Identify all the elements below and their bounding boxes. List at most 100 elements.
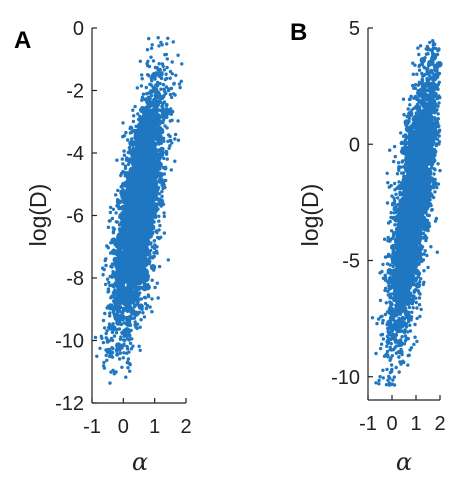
panel-a-point [125, 244, 133, 252]
panel-a-point [130, 137, 134, 141]
panel-a-point [143, 136, 150, 143]
panel-a-point [142, 315, 147, 319]
panel-a-point [173, 137, 177, 141]
panel-a-point [155, 66, 159, 70]
panel-a-point [119, 173, 123, 178]
panel-a-point [122, 153, 127, 157]
panel-a-point [133, 320, 137, 324]
panel-a-point [169, 107, 173, 111]
panel-a-point [148, 256, 153, 260]
panel-a-point [123, 327, 131, 334]
panel-a-point [113, 296, 117, 300]
panel-b-point [408, 323, 412, 327]
panel-a-point [128, 337, 132, 341]
panel-b-point [402, 329, 406, 334]
panel-a-point [125, 207, 132, 214]
panel-b-point [397, 370, 401, 374]
panel-a-point [166, 258, 170, 262]
panel-a-point [137, 344, 141, 348]
panel-a-point [132, 310, 140, 317]
panel-a-y-tick-label: -4 [66, 143, 84, 165]
panel-a-point [131, 119, 136, 124]
panel-a-point [101, 273, 105, 277]
panel-a-point [104, 331, 108, 336]
panel-a-point [148, 160, 155, 168]
panel-a-point [152, 251, 157, 255]
panel-a-point [110, 338, 115, 343]
panel-a-point [151, 71, 158, 79]
panel-a-point [157, 73, 162, 78]
panel-a-point [176, 53, 180, 57]
panel-a-point [176, 119, 180, 123]
panel-a-point [139, 318, 143, 322]
panel-a-point [105, 337, 109, 341]
panel-b-point [391, 378, 395, 382]
panel-a-point [128, 341, 133, 345]
panel-a-point [120, 365, 124, 369]
panel-a-point [120, 185, 124, 189]
panel-a-point [173, 93, 177, 97]
panel-a-point [178, 85, 182, 90]
panel-a-x-tick-label: 2 [180, 416, 191, 438]
panel-a-y-label: log(D) [25, 184, 51, 247]
panel-a-point [149, 55, 153, 59]
panel-a-point [106, 290, 110, 294]
panel-b-point [436, 112, 440, 116]
panel-a-point [145, 99, 153, 107]
panel-a-point [115, 327, 119, 332]
panel-a-point [115, 158, 119, 162]
panel-a-point [125, 360, 130, 364]
panel-a-point [107, 324, 114, 331]
panel-a-point [125, 347, 130, 351]
panel-a-point [112, 227, 117, 231]
panel-a-point [166, 133, 171, 137]
panel-a-point [111, 322, 115, 326]
panel-a-point [108, 210, 113, 215]
panel-a-point [160, 194, 164, 198]
panel-a-point [115, 353, 119, 357]
panel-a-point [155, 281, 159, 285]
panel-a-point [162, 231, 167, 235]
panel-b-point [381, 337, 386, 341]
panel-b-point [423, 249, 427, 253]
panel-a-point [147, 64, 152, 69]
panel-a-point [141, 311, 145, 315]
panel-b-point [393, 223, 397, 227]
panel-a-point [138, 59, 142, 63]
panel-a-point [110, 265, 114, 269]
panel-b-point [414, 300, 418, 305]
panel-a-point [165, 65, 169, 70]
panel-a-point [132, 251, 139, 259]
panel-b-point [389, 183, 393, 188]
panel-a-point [126, 366, 130, 370]
panel-a-points [93, 36, 184, 385]
panel-a-point [162, 214, 166, 219]
panel-a-point [164, 166, 168, 171]
panel-b-point [396, 196, 400, 200]
panel-a-point [105, 329, 109, 333]
panel-a-point [106, 304, 111, 308]
panel-b-point [377, 382, 381, 386]
panel-b-point [407, 97, 412, 102]
panel-a-point [171, 40, 175, 44]
panel-a-point [168, 92, 173, 97]
panel-a-point [180, 62, 184, 66]
panel-b-point [392, 375, 396, 379]
panel-a-point [107, 280, 111, 285]
panel-a-point [173, 159, 177, 163]
panel-a-point [158, 223, 162, 228]
panel-b-point [381, 368, 385, 372]
panel-a-letter: A [14, 27, 31, 54]
panel-a-point [95, 354, 99, 358]
panel-a-point [93, 335, 98, 340]
panel-a-point [151, 101, 159, 108]
panel-a-y-tick-label: 0 [73, 18, 84, 40]
panel-a-point [102, 326, 107, 330]
panel-a-y-tick-label: -6 [66, 206, 84, 228]
panel-a-point [124, 130, 128, 135]
panel-a-point [121, 162, 125, 166]
panel-b-point [383, 255, 388, 259]
panel-a-point [108, 311, 112, 315]
panel-a-point [137, 287, 142, 291]
panel-b-point [412, 342, 416, 347]
